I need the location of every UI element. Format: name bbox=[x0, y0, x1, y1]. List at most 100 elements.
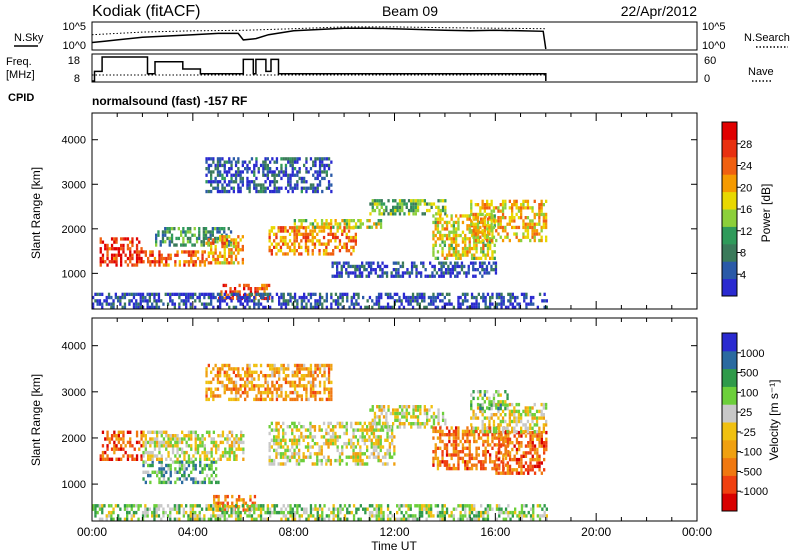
scatter-cell bbox=[322, 242, 326, 246]
scatter-cell bbox=[189, 507, 192, 511]
scatter-cell bbox=[336, 448, 339, 453]
scatter-cell bbox=[482, 463, 485, 467]
scatter-cell bbox=[450, 214, 453, 218]
scatter-cell bbox=[241, 170, 244, 174]
scatter-cell bbox=[250, 377, 254, 381]
scatter-cell bbox=[391, 425, 394, 429]
scatter-cell bbox=[327, 180, 331, 184]
scatter-cell bbox=[225, 238, 229, 242]
scatter-cell bbox=[468, 240, 471, 244]
scatter-cell bbox=[210, 447, 213, 451]
scatter-cell bbox=[511, 471, 514, 475]
scatter-cell bbox=[489, 305, 492, 309]
scatter-cell bbox=[331, 274, 334, 278]
scatter-cell bbox=[316, 225, 319, 229]
scatter-cell bbox=[300, 189, 303, 194]
scatter-cell bbox=[322, 435, 326, 439]
scatter-cell bbox=[318, 367, 322, 371]
scatter-cell bbox=[489, 460, 492, 464]
scatter-cell bbox=[135, 430, 139, 434]
scatter-cell bbox=[295, 239, 298, 243]
scatter-cell bbox=[354, 452, 357, 456]
scatter-cell bbox=[158, 263, 161, 267]
scatter-cell bbox=[162, 440, 166, 445]
scatter-cell bbox=[120, 437, 123, 441]
scatter-cell bbox=[303, 384, 306, 388]
scatter-cell bbox=[282, 514, 285, 518]
scatter-cell bbox=[433, 274, 436, 278]
scatter-cell bbox=[430, 510, 433, 515]
scatter-cell bbox=[483, 225, 486, 230]
scatter-cell bbox=[507, 305, 510, 309]
scatter-cell bbox=[323, 367, 326, 371]
scatter-cell bbox=[323, 163, 326, 168]
scatter-cell bbox=[132, 295, 136, 300]
scatter-cell bbox=[240, 440, 243, 445]
scatter-cell bbox=[259, 363, 263, 368]
scatter-cell bbox=[525, 302, 528, 306]
scatter-cell bbox=[484, 243, 487, 247]
nsky-tick-right-top: 10^5 bbox=[702, 21, 726, 33]
scatter-cell bbox=[318, 504, 322, 508]
scatter-cell bbox=[207, 507, 210, 511]
scatter-cell bbox=[126, 243, 130, 248]
scatter-cell bbox=[403, 405, 406, 409]
scatter-cell bbox=[153, 517, 156, 521]
scatter-cell bbox=[149, 263, 152, 267]
scatter-cell bbox=[160, 253, 163, 257]
scatter-cell bbox=[129, 250, 132, 254]
scatter-cell bbox=[270, 445, 273, 449]
scatter-cell bbox=[393, 299, 396, 303]
scatter-cell bbox=[273, 428, 276, 432]
scatter-cell bbox=[352, 448, 355, 453]
scatter-cell bbox=[508, 238, 511, 243]
scatter-cell bbox=[264, 380, 267, 385]
scatter-cell bbox=[545, 222, 548, 226]
scatter-cell bbox=[216, 292, 220, 296]
scatter-cell bbox=[502, 510, 505, 515]
scatter-cell bbox=[416, 517, 419, 521]
scatter-cell bbox=[279, 442, 283, 446]
scatter-cell bbox=[255, 363, 258, 368]
scatter-cell bbox=[336, 458, 339, 463]
scatter-cell bbox=[355, 292, 358, 296]
scatter-cell bbox=[495, 302, 499, 306]
scatter-cell bbox=[157, 292, 161, 296]
scatter-cell bbox=[464, 460, 467, 464]
scatter-cell bbox=[542, 222, 545, 226]
scatter-cell bbox=[468, 227, 471, 231]
scatter-cell bbox=[490, 216, 493, 220]
scatter-cell bbox=[501, 400, 505, 404]
scatter-cell bbox=[520, 444, 523, 448]
scatter-cell bbox=[495, 238, 498, 243]
scatter-cell bbox=[300, 458, 303, 463]
scatter-cell bbox=[277, 442, 280, 446]
scatter-cell bbox=[382, 517, 385, 521]
scatter-cell bbox=[181, 430, 184, 434]
scatter-cell bbox=[185, 295, 188, 300]
scatter-cell bbox=[387, 408, 390, 412]
scatter-cell bbox=[170, 236, 174, 241]
scatter-cell bbox=[540, 430, 543, 435]
scatter-cell bbox=[378, 212, 381, 216]
scatter-cell bbox=[497, 406, 500, 411]
scatter-cell bbox=[314, 517, 317, 521]
scatter-cell bbox=[543, 457, 546, 462]
scatter-cell bbox=[205, 454, 209, 458]
scatter-cell bbox=[130, 299, 133, 303]
scatter-cell bbox=[209, 230, 212, 234]
scatter-cell bbox=[246, 183, 249, 187]
scatter-cell bbox=[309, 384, 313, 388]
scatter-cell bbox=[307, 225, 310, 229]
scatter-cell bbox=[497, 225, 500, 230]
scatter-cell bbox=[176, 477, 179, 481]
scatter-cell bbox=[436, 446, 440, 450]
scatter-cell bbox=[520, 216, 523, 220]
scatter-cell bbox=[481, 409, 484, 414]
scatter-cell bbox=[244, 387, 247, 391]
scatter-cell bbox=[470, 517, 474, 521]
scatter-cell bbox=[291, 370, 294, 374]
scatter-cell bbox=[377, 438, 380, 442]
scatter-cell bbox=[470, 456, 474, 461]
